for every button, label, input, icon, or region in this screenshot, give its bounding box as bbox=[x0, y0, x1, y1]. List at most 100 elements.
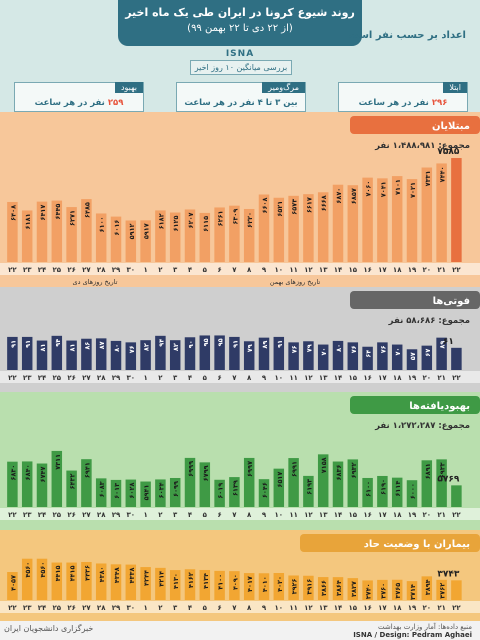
cases-tick-label: ۲۸ bbox=[97, 266, 106, 274]
critical-value-label: ۳۷۴۳ bbox=[437, 569, 459, 579]
cases-tick-label: ۱۶ bbox=[363, 266, 372, 274]
critical-tick-label: ۱۳ bbox=[319, 604, 328, 612]
deaths-tick-label: ۱۵ bbox=[349, 374, 358, 382]
cases-bar bbox=[155, 210, 166, 262]
recovered-tick-label: ۲۹ bbox=[112, 511, 121, 519]
deaths-bar bbox=[66, 340, 77, 370]
recovered-bar bbox=[169, 477, 181, 507]
recovered-tick-label: ۱۰ bbox=[275, 511, 284, 519]
recovered-bar bbox=[125, 479, 137, 507]
cases-bar bbox=[95, 213, 107, 262]
deaths-value-label: ۹۱ bbox=[24, 340, 32, 348]
critical-bar bbox=[391, 579, 403, 600]
recovered-heading: بهبودیافته‌ها bbox=[409, 401, 470, 412]
recovered-bar bbox=[391, 477, 403, 507]
cases-tick-label: ۶ bbox=[217, 266, 221, 274]
cases-value-label: ۶۱۱۵ bbox=[202, 216, 210, 232]
cases-bar bbox=[243, 208, 255, 262]
cases-bar bbox=[199, 212, 211, 262]
cases-value-label: ۷۳۳۱ bbox=[424, 171, 432, 187]
recovered-bar bbox=[317, 454, 329, 507]
stat-recovery-value: ۲۵۹ نفر در هر ساعت bbox=[15, 98, 143, 108]
deaths-tick-label: ۵ bbox=[203, 374, 208, 382]
cases-bar bbox=[332, 184, 344, 262]
cases-bar bbox=[288, 195, 299, 262]
cases-bar bbox=[184, 209, 196, 262]
deaths-bar bbox=[288, 342, 299, 370]
cases-bar bbox=[110, 216, 122, 262]
deaths-tick-label: ۲۹ bbox=[112, 374, 121, 382]
average-title: بررسی میانگین ۱۰ روز اخیر bbox=[190, 60, 292, 75]
critical-bar bbox=[243, 573, 255, 600]
footer-design: ISNA / Design: Pedram Aghaei bbox=[353, 631, 472, 639]
deaths-value-label: ۷۹ bbox=[246, 344, 254, 352]
cases-bar bbox=[451, 158, 462, 262]
deaths-value-label: ۸۹ bbox=[261, 341, 269, 349]
deaths-value-label: ۹۰ bbox=[187, 340, 195, 348]
recovered-bar bbox=[332, 461, 344, 507]
cases-tick-label: ۷ bbox=[232, 266, 237, 274]
cases-tick-label: ۱۷ bbox=[378, 266, 387, 274]
cases-bar bbox=[273, 197, 285, 262]
cases-value-label: ۷۰۶۰ bbox=[365, 181, 373, 197]
critical-bar bbox=[155, 567, 166, 600]
deaths-tick-label: ۳۰ bbox=[127, 374, 136, 382]
recovered-value-label: ۷۳۱۱ bbox=[54, 454, 62, 470]
critical-tick-label: ۲۵ bbox=[53, 604, 62, 612]
recovered-tick-label: ۳۰ bbox=[127, 511, 136, 519]
critical-value-label: ۴۳۴۸ bbox=[113, 567, 121, 583]
critical-bar bbox=[436, 579, 447, 600]
cases-tick-label: ۴ bbox=[188, 266, 193, 274]
cases-bar bbox=[377, 178, 388, 262]
cases-tick-label: ۲۲ bbox=[8, 266, 17, 274]
deaths-value-label: ۷۶ bbox=[291, 345, 299, 353]
recovered-bar bbox=[303, 475, 314, 507]
deaths-bar bbox=[81, 338, 92, 370]
deaths-bar bbox=[229, 336, 240, 370]
cases-tick-label: ۲ bbox=[158, 266, 163, 274]
deaths-bar bbox=[21, 336, 33, 370]
critical-tick-label: ۲۴ bbox=[38, 604, 47, 612]
recovered-value-label: ۶۷۴۷ bbox=[39, 466, 47, 482]
cases-value-label: ۶۱۸۲ bbox=[157, 213, 165, 229]
cases-tick-label: ۱۱ bbox=[289, 266, 298, 274]
recovered-tick-label: ۱۷ bbox=[378, 511, 387, 519]
critical-value-label: ۴۰۵۷ bbox=[9, 575, 17, 591]
critical-value-label: ۴۱۶۲ bbox=[187, 572, 195, 588]
critical-tick-label: ۲۶ bbox=[67, 604, 76, 612]
title-box: روند شیوع کرونا در ایران طی یک ماه اخیر … bbox=[118, 0, 362, 46]
deaths-tick-label: ۱۶ bbox=[363, 374, 372, 382]
stat-death: مرگ‌ومیر بین ۳ تا ۴ نفر در هر ساعت bbox=[176, 82, 306, 112]
critical-bar bbox=[288, 575, 299, 600]
deaths-value-label: ۶۷ bbox=[424, 349, 432, 357]
header-panel: روند شیوع کرونا در ایران طی یک ماه اخیر … bbox=[0, 0, 480, 112]
cases-bar bbox=[66, 207, 77, 262]
recovered-value-label: ۶۸۴۰ bbox=[24, 464, 32, 480]
critical-tick-label: ۲۱ bbox=[437, 604, 446, 612]
critical-bar bbox=[95, 563, 107, 600]
deaths-tick-label: ۲۷ bbox=[82, 374, 91, 382]
critical-tick-label: ۲۰ bbox=[423, 604, 432, 612]
deaths-bar bbox=[7, 336, 18, 370]
recovered-bar bbox=[51, 450, 63, 507]
cases-value-label: ۶۱۰۰ bbox=[98, 216, 106, 232]
cases-bar bbox=[169, 212, 181, 262]
cases-bar bbox=[125, 220, 137, 262]
recovered-tick-label: ۶ bbox=[217, 511, 221, 519]
deaths-tick-label: ۱۸ bbox=[393, 374, 402, 382]
cases-tick-label: ۲۷ bbox=[82, 266, 91, 274]
cases-value-label: ۶۶۱۷ bbox=[305, 197, 313, 213]
critical-tick-label: ۳ bbox=[173, 604, 178, 612]
recovered-bar bbox=[436, 459, 447, 507]
deaths-heading-bg bbox=[350, 291, 480, 309]
deaths-tick-label: ۱۰ bbox=[275, 374, 284, 382]
critical-bar bbox=[199, 569, 211, 600]
cases-tick-label: ۲۵ bbox=[53, 266, 62, 274]
recovered-bar bbox=[95, 478, 107, 507]
cases-value-label: ۶۳۰۹ bbox=[231, 209, 239, 225]
critical-tick-label: ۱۲ bbox=[304, 604, 313, 612]
critical-value-label: ۳۹۲۶ bbox=[291, 578, 299, 594]
recovered-total: مجموع: ۱،۲۷۲،۲۸۷ نفر bbox=[374, 421, 470, 431]
recovered-bar bbox=[258, 479, 270, 507]
